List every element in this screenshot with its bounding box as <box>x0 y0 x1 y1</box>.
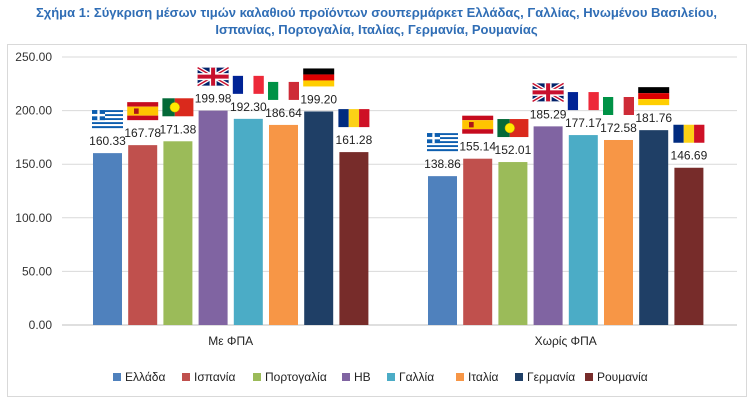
legend-swatch <box>253 373 261 381</box>
data-label: 186.64 <box>265 106 302 120</box>
legend-item: Γαλλία <box>387 370 434 384</box>
legend-swatch <box>113 373 121 381</box>
y-tick-label: 200.00 <box>15 104 52 118</box>
legend-label: Ρουμανία <box>597 370 648 384</box>
y-tick-label: 0.00 <box>29 318 53 332</box>
spain-flag-icon <box>462 115 494 134</box>
data-label: 172.58 <box>600 121 637 135</box>
legend-swatch <box>342 373 350 381</box>
legend-swatch <box>387 373 395 381</box>
data-label: 160.33 <box>89 134 126 148</box>
data-label: 161.28 <box>336 133 373 147</box>
y-tick-label: 250.00 <box>15 50 52 64</box>
legend-item: Γερμανία <box>515 370 575 384</box>
bar <box>93 153 122 325</box>
legend-item: ΗΒ <box>342 370 371 384</box>
data-label: 192.30 <box>230 100 267 114</box>
uk-flag-icon <box>531 81 565 104</box>
x-category-label: Χωρίς ΦΠΑ <box>535 334 597 348</box>
chart-title-line-1: Σχήμα 1: Σύγκριση μέσων τιμών καλαθιού π… <box>35 5 718 20</box>
bar <box>498 162 528 325</box>
bar <box>163 141 193 325</box>
data-label: 185.29 <box>530 107 567 121</box>
bar <box>339 152 369 325</box>
romania-flag-icon <box>338 109 370 128</box>
greece-flag-icon <box>92 110 123 129</box>
bar <box>604 139 633 325</box>
legend-label: Ελλάδα <box>125 370 165 384</box>
chart-title: Σχήμα 1: Σύγκριση μέσων τιμών καλαθιού π… <box>0 4 753 38</box>
bar <box>428 176 457 325</box>
bar <box>533 126 563 326</box>
bar <box>639 130 669 325</box>
y-tick-label: 50.00 <box>22 264 52 278</box>
data-label: 177.17 <box>565 116 602 130</box>
legend-label: Γερμανία <box>527 370 575 384</box>
legend-item: Ελλάδα <box>113 370 165 384</box>
y-tick-label: 100.00 <box>15 211 52 225</box>
legend-label: Ιταλία <box>468 370 499 384</box>
germany-flag-icon <box>638 87 670 106</box>
legend-swatch <box>515 373 523 381</box>
x-category-label: Με ΦΠΑ <box>208 334 253 348</box>
romania-flag-icon <box>673 124 705 143</box>
data-label: 146.69 <box>671 149 708 163</box>
data-label: 155.14 <box>459 140 496 154</box>
data-label: 199.98 <box>195 92 232 106</box>
legend-label: Γαλλία <box>399 370 434 384</box>
france-flag-icon <box>567 92 599 111</box>
bar <box>233 118 263 325</box>
bar <box>463 158 493 325</box>
legend-label: Πορτογαλία <box>265 370 327 384</box>
chart-frame <box>7 44 747 397</box>
bar <box>568 135 598 325</box>
data-label: 152.01 <box>495 143 532 157</box>
bar <box>128 145 158 325</box>
legend-label: Ισπανία <box>194 370 235 384</box>
legend-item: Ρουμανία <box>585 370 648 384</box>
legend-item: Ιταλία <box>456 370 499 384</box>
data-label: 181.76 <box>635 111 672 125</box>
legend-item: Πορτογαλία <box>253 370 327 384</box>
germany-flag-icon <box>303 68 335 87</box>
bar <box>198 110 228 326</box>
legend-label: ΗΒ <box>354 370 371 384</box>
portugal-flag-icon <box>497 119 529 138</box>
greece-flag-icon <box>427 133 458 152</box>
uk-flag-icon <box>196 65 230 88</box>
chart-title-line-2: Ισπανίας, Πορτογαλία, Ιταλίας, Γερμανία,… <box>215 22 538 37</box>
portugal-flag-icon <box>162 98 194 117</box>
legend-item: Ισπανία <box>182 370 235 384</box>
data-label: 171.38 <box>160 122 197 136</box>
data-label: 138.86 <box>424 157 461 171</box>
data-label: 199.20 <box>300 92 337 106</box>
data-label: 167.78 <box>124 126 161 140</box>
italy-flag-icon <box>603 96 634 115</box>
legend-swatch <box>456 373 464 381</box>
legend-swatch <box>182 373 190 381</box>
bar <box>269 124 298 325</box>
italy-flag-icon <box>268 81 299 100</box>
bar <box>304 111 334 325</box>
spain-flag-icon <box>127 102 159 121</box>
y-tick-label: 150.00 <box>15 157 52 171</box>
legend-swatch <box>585 373 593 381</box>
france-flag-icon <box>232 75 264 94</box>
bar <box>674 167 704 325</box>
